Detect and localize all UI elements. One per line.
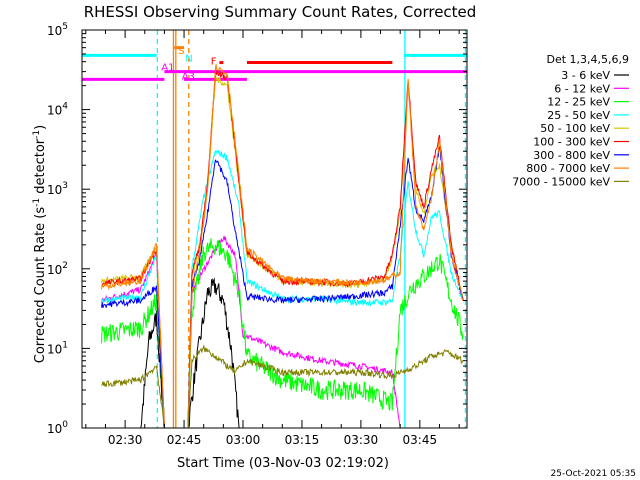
x-axis-label: Start Time (03-Nov-03 02:19:02) bbox=[177, 456, 389, 471]
y-axis-label: Corrected Count Rate (s-1 detector-1) bbox=[32, 125, 48, 363]
y-tick-label-4: 104 bbox=[47, 102, 68, 118]
y-tick-label-1: 101 bbox=[47, 340, 68, 356]
timestamp: 25-Oct-2021 05:35 bbox=[551, 469, 636, 479]
legend-title: Det 1,3,4,5,6,9 bbox=[546, 53, 629, 66]
y-tick-exponent-0: 0 bbox=[62, 420, 68, 430]
plot-frame bbox=[81, 29, 468, 429]
state-label-2: A1 bbox=[161, 62, 174, 73]
y-tick-label-5: 105 bbox=[47, 22, 68, 38]
plot-area: SN A1 A3 F bbox=[82, 30, 467, 428]
y-tick-exponent-4: 4 bbox=[62, 102, 68, 112]
legend-label-3: 25 - 50 keV bbox=[547, 109, 610, 122]
state-label-0: S bbox=[178, 46, 184, 57]
legend-label-6: 300 - 800 keV bbox=[533, 149, 610, 162]
state-label-1: N bbox=[185, 54, 192, 65]
series-line-0 bbox=[101, 277, 428, 428]
y-tick-exponent-1: 1 bbox=[62, 340, 68, 350]
x-tick-label-2: 03:00 bbox=[226, 433, 261, 447]
legend-label-8: 7000 - 15000 keV bbox=[512, 175, 610, 188]
legend-label-5: 100 - 300 keV bbox=[533, 136, 610, 149]
y-tick-exponent-3: 3 bbox=[62, 181, 68, 191]
y-tick-label-0: 100 bbox=[47, 420, 68, 436]
state-label-3: A3 bbox=[182, 71, 195, 82]
series-line-1 bbox=[101, 235, 412, 428]
y-tick-exponent-5: 5 bbox=[62, 22, 68, 32]
state-label-4: F bbox=[211, 56, 217, 67]
y-tick-label-3: 103 bbox=[47, 181, 68, 197]
x-tick-label-1: 02:45 bbox=[167, 433, 202, 447]
legend-label-0: 3 - 6 keV bbox=[561, 69, 610, 82]
y-tick-exponent-2: 2 bbox=[62, 261, 68, 271]
series-line-7 bbox=[101, 64, 464, 428]
x-tick-label-5: 03:45 bbox=[403, 433, 438, 447]
series-line-8 bbox=[101, 345, 464, 428]
x-tick-label-4: 03:30 bbox=[344, 433, 379, 447]
chart-title: RHESSI Observing Summary Count Rates, Co… bbox=[84, 3, 477, 21]
legend-label-1: 6 - 12 keV bbox=[554, 82, 610, 95]
legend-label-7: 800 - 7000 keV bbox=[526, 162, 610, 175]
x-tick-label-3: 03:15 bbox=[285, 433, 320, 447]
y-tick-label-2: 102 bbox=[47, 261, 68, 277]
legend-label-4: 50 - 100 keV bbox=[540, 122, 610, 135]
legend-label-2: 12 - 25 keV bbox=[547, 96, 610, 109]
x-tick-label-0: 02:30 bbox=[108, 433, 143, 447]
series-line-2 bbox=[101, 238, 464, 428]
